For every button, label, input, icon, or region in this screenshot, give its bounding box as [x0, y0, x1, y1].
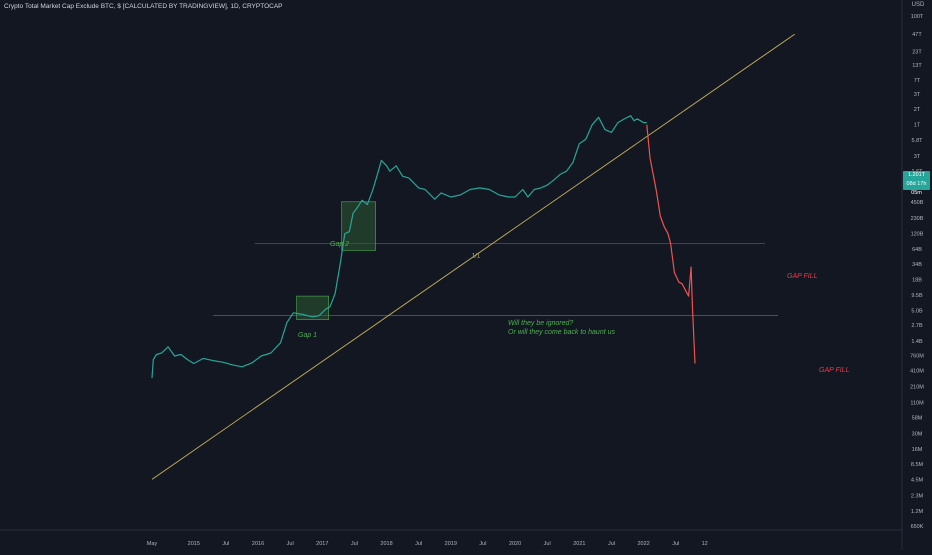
y-tick-label: 120B [911, 232, 924, 238]
y-tick-label: 2.7B [911, 323, 923, 329]
bar-countdown: 08d 17h 05m [906, 181, 927, 196]
x-tick-label: Jul [351, 541, 358, 547]
gap-2-box[interactable] [341, 201, 376, 251]
x-tick-label: Jul [415, 541, 422, 547]
y-tick-label: 1.4B [911, 339, 923, 345]
x-tick-label: 12 [702, 541, 708, 547]
x-tick-label: Jul [287, 541, 294, 547]
x-tick-label: 2017 [316, 541, 328, 547]
y-tick-label: 5.8T [911, 138, 923, 144]
trendline[interactable] [151, 33, 795, 480]
x-tick-label: Jul [479, 541, 486, 547]
x-tick-label: 2016 [252, 541, 264, 547]
y-tick-label: 3T [914, 92, 921, 98]
x-tick-label: May [147, 541, 158, 547]
y-tick-label: 760M [910, 354, 924, 360]
note-line-2: Or will they come back to haunt us [508, 329, 615, 336]
trendline-label: 1/1 [472, 253, 481, 259]
currency-label: USD [911, 2, 925, 8]
y-tick-label: 2T [914, 107, 921, 113]
gap-fill-upper-label: GAP FILL [787, 273, 818, 280]
gap-1-label: Gap 1 [298, 332, 317, 339]
y-tick-label: 8.5M [911, 462, 924, 468]
current-price-badge: 1.201T 08d 17h 05m [903, 171, 930, 196]
current-price-value: 1.201T [907, 172, 926, 178]
y-tick-label: 34B [912, 262, 922, 268]
price-series-up[interactable] [151, 115, 647, 379]
y-tick-label: 3T [914, 154, 921, 160]
price-series-down[interactable] [646, 124, 696, 364]
x-tick-label: Jul [672, 541, 679, 547]
chart-title: Crypto Total Market Cap Exclude BTC, $ [… [4, 3, 283, 10]
note-line-1: Will they be ignored? [508, 320, 573, 327]
y-tick-label: 1.2M [911, 509, 924, 515]
y-tick-label: 23T [912, 49, 922, 55]
y-tick-label: 450B [911, 200, 924, 206]
y-tick-label: 64B [912, 247, 922, 253]
gap-fill-lower-label: GAP FILL [819, 367, 850, 374]
y-tick-label: 100T [911, 14, 924, 20]
y-tick-label: 650K [911, 524, 924, 530]
gap-1-box[interactable] [296, 295, 330, 320]
y-tick-label: 16M [912, 447, 923, 453]
y-tick-label: 2.3M [911, 494, 924, 500]
x-tick-label: 2015 [188, 541, 200, 547]
x-tick-label: 2020 [509, 541, 521, 547]
x-tick-label: Jul [544, 541, 551, 547]
y-tick-label: 18B [912, 277, 922, 283]
x-tick-label: Jul [222, 541, 229, 547]
y-tick-label: 30M [912, 432, 923, 438]
y-tick-label: 7T [914, 78, 921, 84]
x-tick-label: Jul [608, 541, 615, 547]
y-tick-label: 5.0B [911, 308, 923, 314]
y-tick-label: 410M [910, 369, 924, 375]
x-tick-label: 2022 [637, 541, 649, 547]
x-tick-label: 2019 [445, 541, 457, 547]
y-tick-label: 1T [914, 123, 921, 129]
y-tick-label: 110M [910, 400, 924, 406]
y-tick-label: 58M [912, 416, 923, 422]
y-tick-label: 230B [911, 216, 924, 222]
x-tick-label: 2021 [573, 541, 585, 547]
y-tick-label: 4.5M [911, 477, 924, 483]
y-tick-label: 13T [912, 63, 922, 69]
y-tick-label: 47T [912, 32, 922, 38]
gap-2-label: Gap 2 [330, 241, 349, 248]
y-tick-label: 9.5B [911, 293, 923, 299]
x-tick-label: 2018 [380, 541, 392, 547]
y-tick-label: 210M [910, 385, 924, 391]
